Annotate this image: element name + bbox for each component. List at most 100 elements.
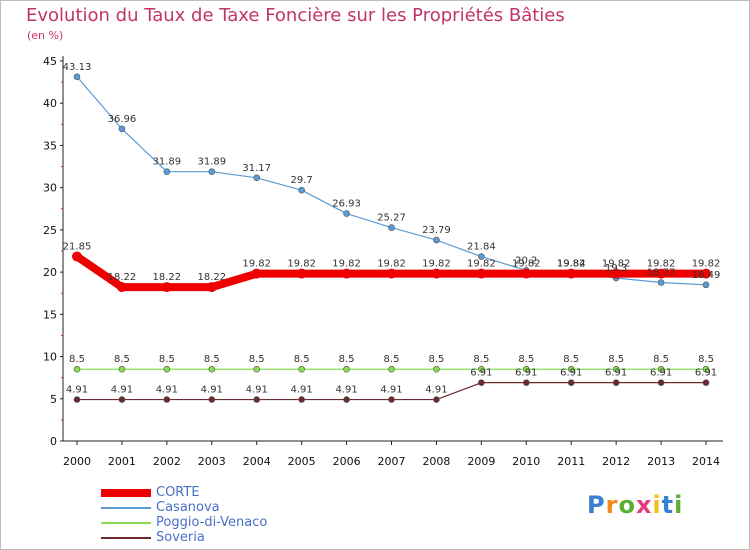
data-point (251, 268, 262, 279)
data-point (163, 396, 171, 403)
x-tick-label: 2000 (63, 455, 91, 468)
data-label: 4.91 (111, 385, 133, 396)
x-tick-label: 2014 (692, 455, 720, 468)
x-tick-label: 2003 (198, 455, 226, 468)
data-label: 23.79 (422, 225, 451, 236)
data-point (208, 168, 216, 176)
x-tick-label: 2012 (602, 455, 630, 468)
data-point (521, 268, 532, 279)
data-label: 6.91 (650, 368, 672, 379)
data-point (118, 125, 126, 133)
data-label: 21.84 (467, 242, 496, 253)
data-point (478, 365, 485, 373)
data-label: 6.91 (695, 368, 717, 379)
data-point (567, 379, 575, 386)
data-label: 6.91 (605, 368, 627, 379)
data-point (656, 268, 667, 279)
data-point (343, 396, 350, 403)
series-line-casanova (76, 76, 707, 286)
data-label: 19.82 (602, 259, 631, 270)
data-label: 18.22 (197, 272, 226, 283)
data-point (208, 396, 216, 403)
data-label: 8.5 (384, 354, 400, 365)
data-point (296, 268, 307, 279)
data-label: 8.5 (428, 354, 444, 365)
legend-label: Poggio-di-Venaco (156, 515, 268, 530)
data-label: 8.5 (249, 354, 265, 365)
data-label: 31.89 (153, 157, 182, 168)
data-label: 4.91 (335, 385, 357, 396)
data-point (478, 379, 485, 386)
data-label: 8.5 (653, 354, 669, 365)
data-label: 6.91 (470, 368, 492, 379)
y-tick-label: 10 (43, 351, 57, 364)
data-point (341, 268, 352, 279)
data-label: 4.91 (156, 385, 178, 396)
data-label: 8.5 (69, 354, 85, 365)
data-point (702, 365, 710, 373)
data-label: 19.82 (287, 259, 316, 270)
data-label: 19.82 (467, 259, 496, 270)
x-tick-label: 2013 (647, 455, 675, 468)
data-point (657, 279, 665, 286)
data-label: 36.96 (108, 114, 137, 125)
data-point (433, 396, 440, 403)
x-tick-label: 2011 (557, 455, 585, 468)
x-tick-label: 2010 (512, 455, 540, 468)
logo-letter: t (661, 491, 675, 519)
x-tick-label: 2009 (467, 455, 495, 468)
data-point (657, 379, 665, 386)
data-point (73, 365, 81, 373)
data-label: 19.82 (512, 259, 541, 270)
data-point (388, 365, 395, 373)
data-point (566, 268, 577, 279)
x-tick-label: 2007 (378, 455, 406, 468)
data-label: 26.93 (332, 199, 361, 210)
data-point (72, 251, 82, 262)
chart-title: Evolution du Taux de Taxe Foncière sur l… (26, 5, 565, 26)
data-point (118, 365, 126, 373)
data-label: 8.5 (518, 354, 534, 365)
data-label: 19.3 (605, 263, 627, 274)
data-point (611, 268, 622, 279)
data-point (476, 268, 487, 279)
data-label: 8.5 (114, 354, 130, 365)
data-point (163, 365, 171, 373)
x-tick-label: 2001 (108, 455, 136, 468)
data-point (73, 396, 81, 403)
data-point (388, 224, 395, 231)
data-label: 19.82 (692, 259, 721, 270)
legend-item: Casanova (101, 500, 267, 515)
legend: CORTE Casanova Poggio-di-Venaco Soveria (101, 485, 267, 545)
data-point (298, 186, 305, 194)
data-point (253, 365, 261, 373)
logo-letter: o (618, 491, 636, 519)
x-tick-label: 2004 (243, 455, 271, 468)
legend-item: CORTE (101, 485, 267, 500)
y-tick-label: 5 (50, 393, 57, 406)
y-unit-label: (en %) (27, 29, 64, 42)
data-point (522, 379, 530, 386)
data-point (73, 73, 81, 81)
data-label: 25.27 (377, 213, 406, 224)
data-point (433, 236, 440, 244)
y-tick-label: 40 (43, 97, 57, 110)
data-point (478, 253, 485, 260)
data-label: 8.5 (339, 354, 355, 365)
data-label: 4.91 (291, 385, 313, 396)
x-tick-label: 2008 (422, 455, 450, 468)
legend-label: CORTE (156, 485, 200, 500)
legend-label: Casanova (156, 500, 220, 515)
data-point (612, 379, 620, 386)
logo-letter: r (605, 491, 619, 519)
data-point (657, 365, 665, 373)
data-label: 43.13 (63, 62, 92, 73)
legend-item: Soveria (101, 530, 267, 545)
data-point (701, 268, 712, 279)
data-label: 4.91 (201, 385, 223, 396)
proxiti-logo: Proxiti (587, 491, 683, 519)
data-label: 31.89 (197, 157, 226, 168)
data-point (343, 365, 350, 373)
